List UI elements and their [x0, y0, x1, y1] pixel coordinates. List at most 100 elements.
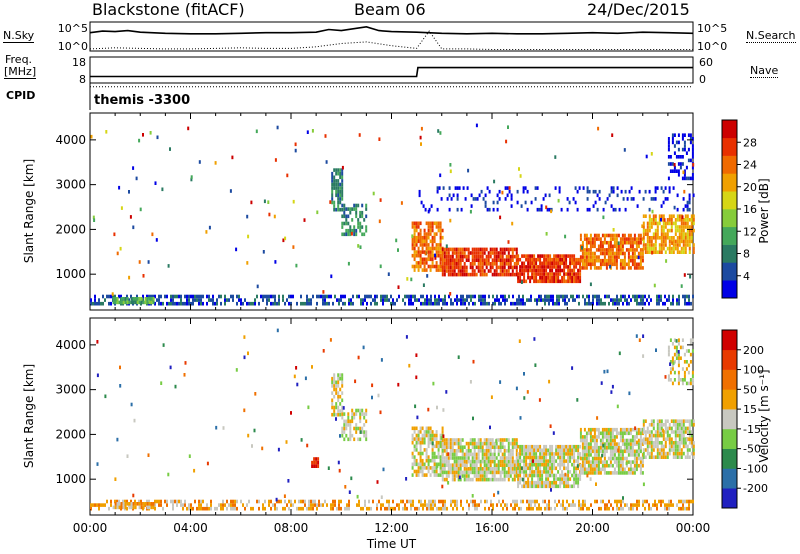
scatter-cell: [212, 298, 214, 302]
scatter-speckle: [198, 160, 201, 164]
scatter-cell: [583, 442, 586, 446]
scatter-cell: [600, 301, 602, 306]
scatter-cell: [537, 272, 540, 276]
scatter-cell: [682, 294, 684, 299]
scatter-cell: [359, 221, 362, 226]
scatter-cell: [483, 477, 486, 482]
scatter-cell: [642, 232, 645, 236]
scatter-cell: [238, 298, 240, 302]
scatter-cell: [430, 506, 432, 511]
scatter-cell: [525, 466, 528, 471]
scatter-cell: [587, 442, 590, 446]
scatter-cell: [535, 279, 538, 284]
scatter-cell: [515, 470, 518, 475]
scatter-cell: [571, 268, 574, 273]
scatter-cell: [605, 251, 608, 256]
scatter-cell: [308, 301, 310, 306]
scatter-cell: [543, 455, 546, 460]
scatter-speckle: [603, 369, 606, 374]
scatter-cell: [553, 473, 556, 478]
scatter-cell: [650, 506, 652, 511]
scatter-cell: [644, 301, 646, 306]
scatter-cell: [404, 301, 406, 306]
scatter-cell: [335, 391, 338, 395]
scatter-speckle: [292, 199, 295, 204]
scatter-speckle: [420, 142, 422, 146]
scatter-cell: [333, 175, 336, 180]
scatter-cell: [644, 499, 646, 504]
scatter-cell: [349, 207, 352, 211]
scatter-cell: [631, 467, 634, 472]
scatter-cell: [646, 430, 649, 434]
scatter-speckle: [411, 234, 414, 238]
scatter-cell: [682, 437, 685, 441]
scatter-cell: [495, 470, 498, 475]
scatter-cell: [579, 248, 582, 252]
scatter-cell: [644, 430, 647, 434]
scatter-cell: [423, 268, 426, 272]
scatter-cell: [642, 503, 644, 507]
scatter-cell: [603, 467, 606, 472]
scatter-cell: [642, 214, 645, 218]
scatter-cell: [530, 200, 533, 205]
scatter-cell: [492, 503, 494, 507]
scatter-cell: [190, 503, 192, 507]
nave-label: Nave: [750, 64, 779, 78]
scatter-cell: [527, 268, 530, 273]
scatter-cell: [547, 257, 550, 262]
scatter-cell: [208, 294, 210, 299]
scatter-cell: [270, 301, 272, 306]
scatter-cell: [489, 269, 492, 273]
scatter-cell: [341, 203, 344, 208]
scatter-cell: [583, 438, 586, 443]
power-colorbar-tick-label: 28: [743, 136, 757, 149]
scatter-cell: [200, 294, 202, 299]
scatter-cell: [471, 272, 474, 277]
scatter-cell: [539, 484, 542, 489]
scatter-cell: [162, 506, 164, 511]
scatter-cell: [483, 459, 486, 464]
scatter-cell: [471, 265, 474, 270]
scatter-speckle: [596, 416, 599, 420]
scatter-speckle: [682, 170, 685, 175]
scatter-cell: [552, 294, 554, 299]
scatter-cell: [459, 445, 462, 449]
scatter-cell: [667, 155, 670, 159]
scatter-cell: [453, 265, 456, 270]
scatter-cell: [675, 352, 678, 357]
scatter-cell: [479, 470, 482, 475]
scatter-cell: [608, 506, 610, 511]
scatter-cell: [627, 266, 630, 270]
scatter-cell: [692, 214, 695, 218]
scatter-cell: [554, 301, 556, 306]
scatter-cell: [682, 225, 685, 229]
scatter-cell: [680, 423, 683, 427]
scatter-cell: [585, 445, 588, 450]
scatter-cell: [690, 301, 692, 306]
scatter-cell: [648, 207, 651, 212]
scatter-cell: [642, 225, 645, 229]
scatter-cell: [449, 467, 452, 471]
scatter-speckle: [187, 126, 190, 131]
scatter-cell: [362, 506, 364, 511]
scatter-cell: [469, 449, 472, 453]
scatter-speckle: [111, 292, 114, 296]
scatter-cell: [677, 360, 680, 364]
scatter-cell: [337, 182, 340, 187]
scatter-cell: [553, 480, 556, 485]
scatter-speckle: [376, 480, 379, 484]
scatter-cell: [483, 463, 486, 467]
scatter-cell: [549, 466, 552, 471]
scatter-cell: [611, 471, 614, 475]
scatter-cell: [434, 499, 436, 504]
scatter-speckle: [337, 460, 340, 465]
scatter-cell: [596, 301, 598, 306]
scatter-cell: [553, 484, 556, 489]
scatter-cell: [631, 460, 634, 464]
scatter-cell: [240, 298, 242, 302]
scatter-cell: [576, 207, 579, 212]
scatter-cell: [467, 272, 470, 277]
scatter-cell: [451, 258, 454, 262]
scatter-cell: [629, 266, 632, 270]
scatter-cell: [579, 237, 582, 241]
